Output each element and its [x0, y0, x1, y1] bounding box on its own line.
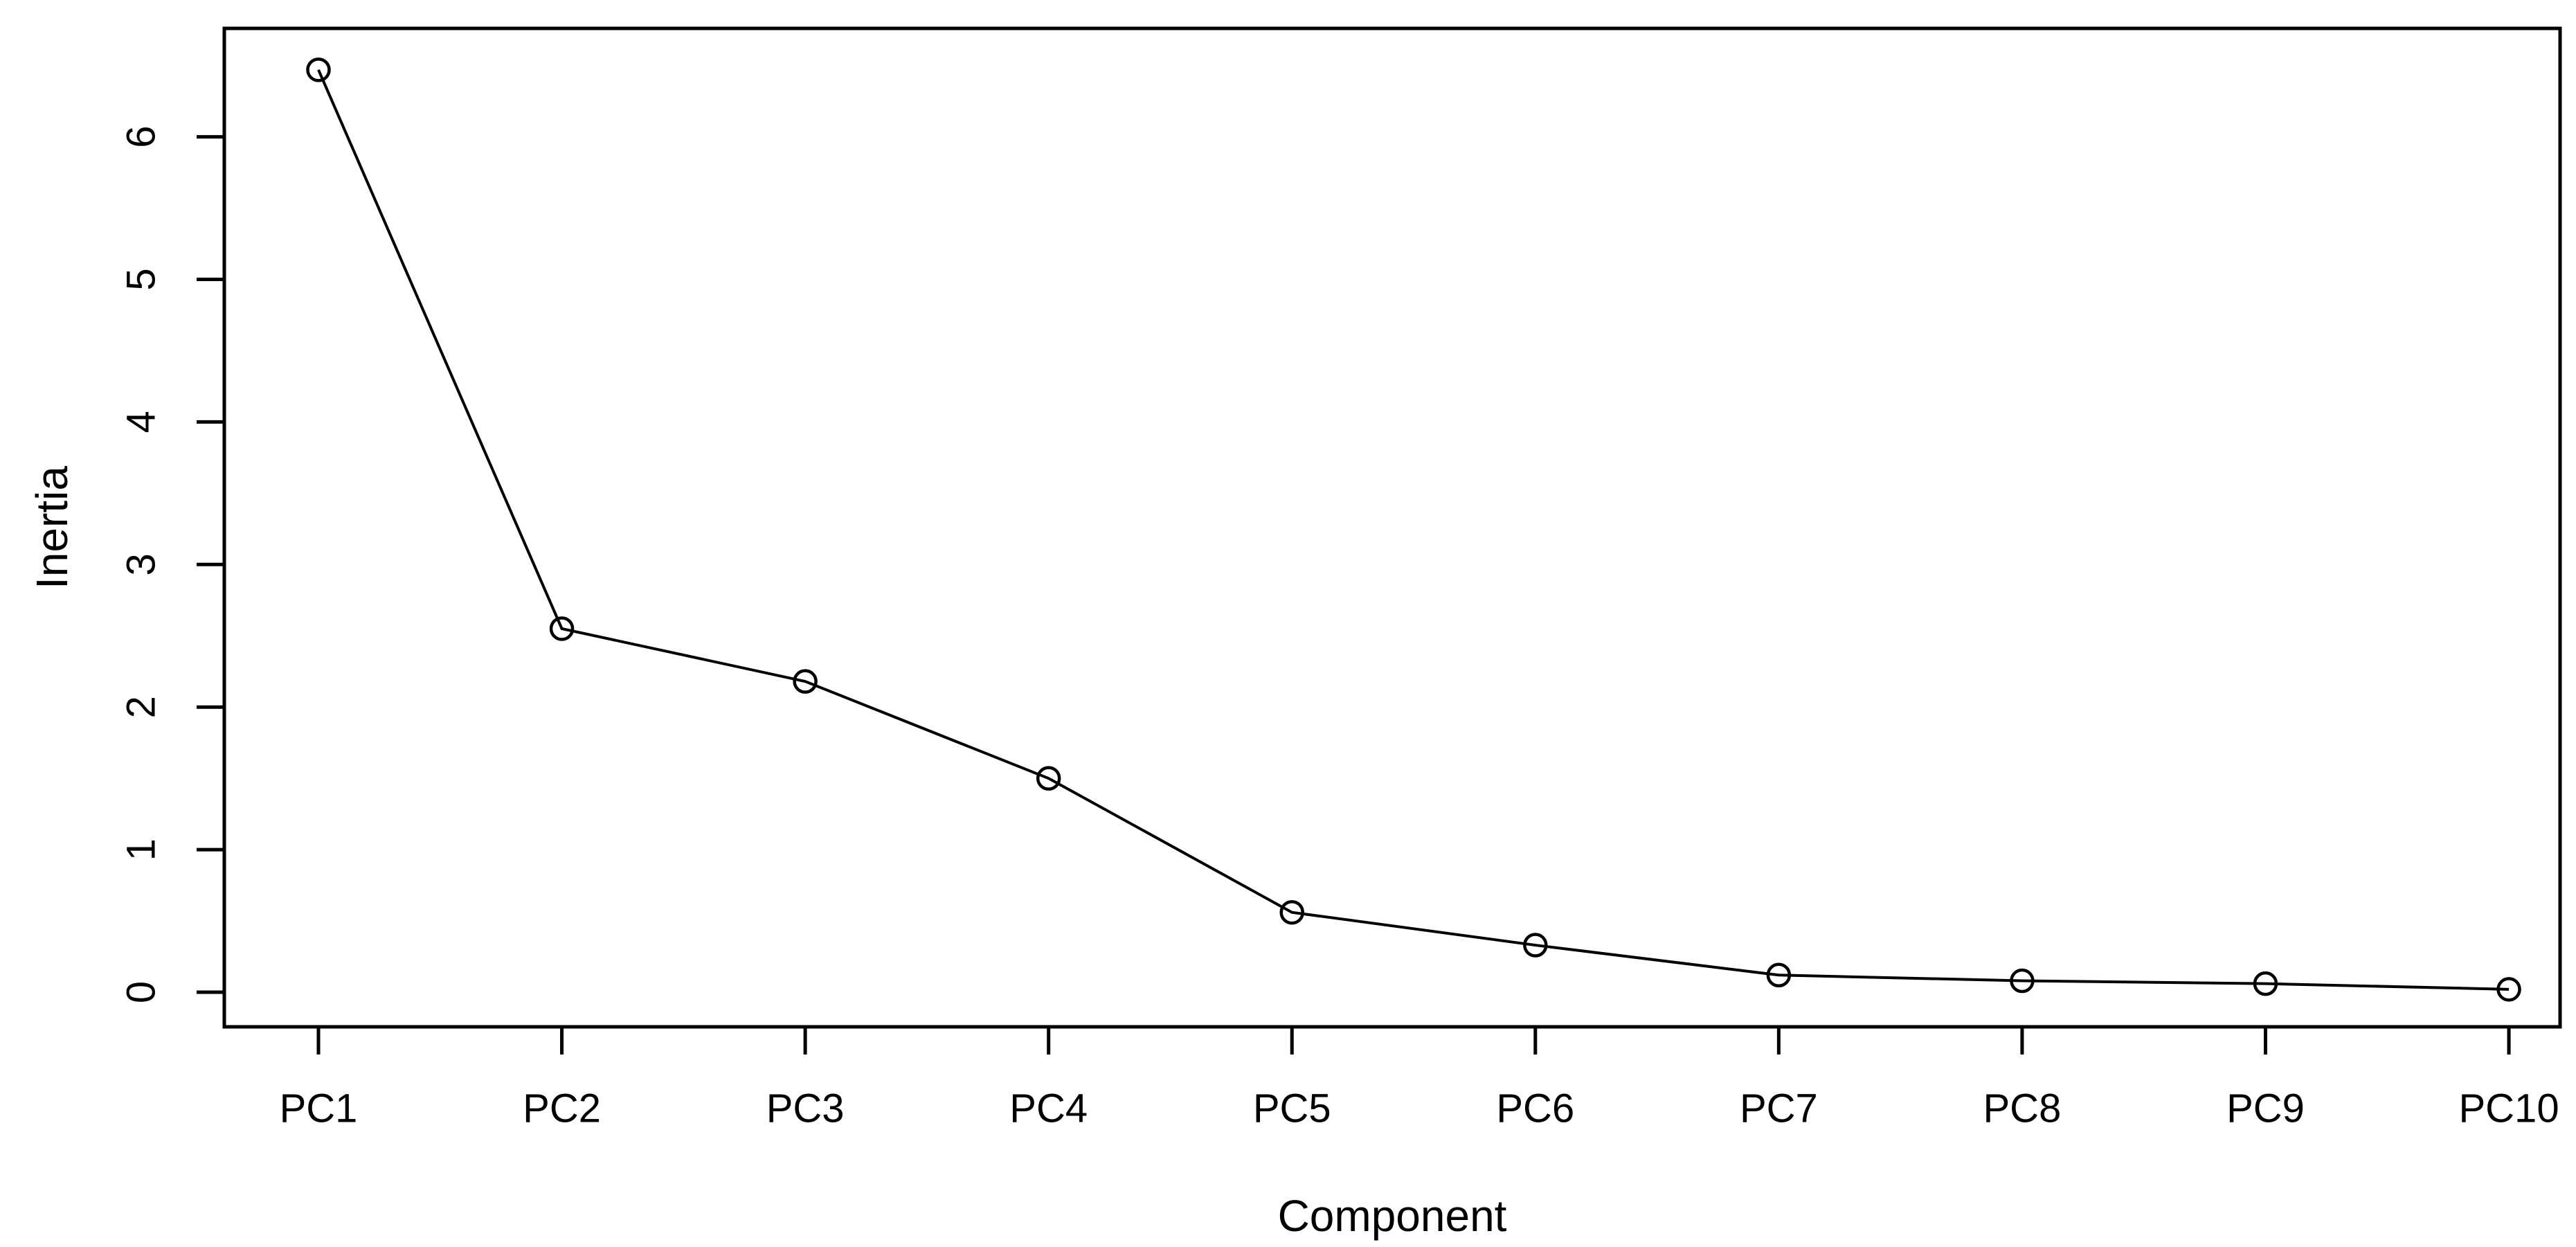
x-tick-label: PC10 [2458, 1086, 2559, 1131]
data-point [1766, 962, 1792, 988]
series-line [317, 69, 2510, 991]
y-tick-label: 1 [119, 838, 164, 861]
x-axis-title: Component [1278, 1191, 1507, 1241]
x-axis: PC1 PC2 PC3 PC4 PC5 PC6 PC7 PC8 PC9 PC10 [280, 1027, 2559, 1131]
x-tick-label: PC1 [280, 1086, 358, 1131]
data-point [1279, 899, 1304, 925]
x-tick-label: PC4 [1009, 1086, 1088, 1131]
data-point [1036, 766, 1061, 791]
y-tick-label: 0 [119, 981, 164, 1003]
data-point [793, 669, 818, 694]
y-tick-label: 2 [119, 696, 164, 718]
y-axis: 0 1 2 3 4 5 6 [119, 125, 224, 1003]
plot-border [222, 26, 2562, 1029]
y-tick-label: 3 [119, 553, 164, 575]
x-tick-label: PC9 [2226, 1086, 2305, 1131]
x-tick-label: PC7 [1740, 1086, 1818, 1131]
x-tick-label: PC6 [1496, 1086, 1574, 1131]
y-tick-label: 6 [119, 125, 164, 147]
x-tick-label: PC3 [766, 1086, 845, 1131]
x-tick-label: PC2 [523, 1086, 601, 1131]
data-point [306, 57, 331, 82]
data-point [2010, 968, 2035, 994]
data-point [2253, 971, 2278, 996]
data-series [306, 57, 2521, 1002]
x-tick-label: PC8 [1983, 1086, 2062, 1131]
y-tick-label: 5 [119, 268, 164, 290]
data-point [2496, 977, 2521, 1002]
data-point [549, 616, 575, 641]
data-point [1523, 933, 1548, 958]
x-tick-label: PC5 [1253, 1086, 1331, 1131]
y-axis-title: Inertia [27, 466, 77, 589]
plot-box [222, 26, 2562, 1029]
y-tick-label: 4 [119, 411, 164, 433]
